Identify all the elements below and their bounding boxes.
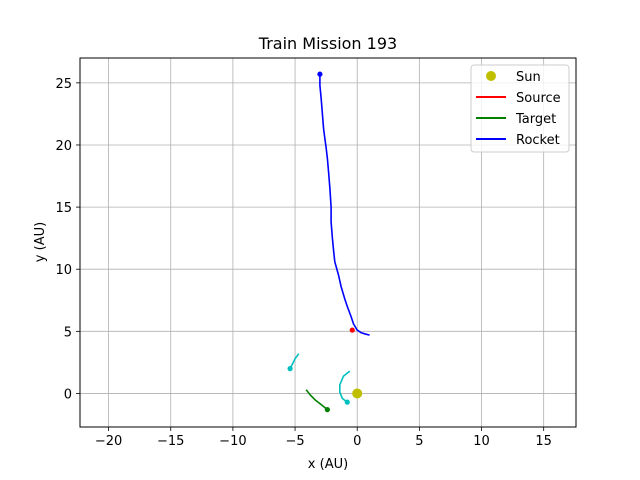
x-tick-label: 15 [535, 434, 552, 449]
rocket-track-path [319, 74, 370, 336]
legend-target-label: Target [515, 112, 556, 127]
chart-title: Train Mission 193 [258, 34, 397, 53]
target-track-position-marker [324, 407, 330, 413]
y-tick-label: 5 [64, 325, 72, 340]
sun-marker [352, 388, 363, 399]
plot-series [287, 71, 370, 413]
x-tick-label: −20 [95, 434, 122, 449]
legend-sun-label: Sun [516, 70, 541, 85]
y-tick-label: 15 [55, 201, 72, 216]
axis-ticks: −20 −15 −10 −5 0 5 10 15 0 5 10 15 20 25 [55, 77, 551, 449]
y-tick-label: 0 [64, 387, 72, 402]
legend: Sun Source Target Rocket [470, 64, 570, 153]
x-tick-label: −15 [157, 434, 184, 449]
planet-2-track-position-marker [344, 399, 350, 405]
y-tick-label: 10 [55, 263, 72, 278]
legend-box [470, 64, 570, 153]
y-tick-label: 20 [55, 139, 72, 154]
x-tick-label: −5 [285, 434, 304, 449]
x-tick-label: 10 [473, 434, 490, 449]
rocket-track-position-marker [317, 71, 323, 77]
x-tick-label: 5 [415, 434, 423, 449]
planet-1-track-position-marker [287, 366, 293, 372]
target-track-path [305, 389, 328, 411]
x-tick-label: 0 [353, 434, 361, 449]
legend-sun-swatch [486, 71, 496, 81]
plot-frame [79, 57, 577, 428]
y-tick-label: 25 [55, 77, 72, 92]
source-track-position-marker [349, 327, 355, 333]
planet-1-track-path [289, 353, 300, 369]
legend-rocket-label: Rocket [516, 133, 560, 148]
planet-2-track-path [338, 370, 351, 403]
x-tick-label: −10 [219, 434, 246, 449]
x-axis-label: x (AU) [308, 457, 348, 472]
legend-source-label: Source [516, 91, 561, 106]
y-axis-label: y (AU) [33, 222, 48, 262]
